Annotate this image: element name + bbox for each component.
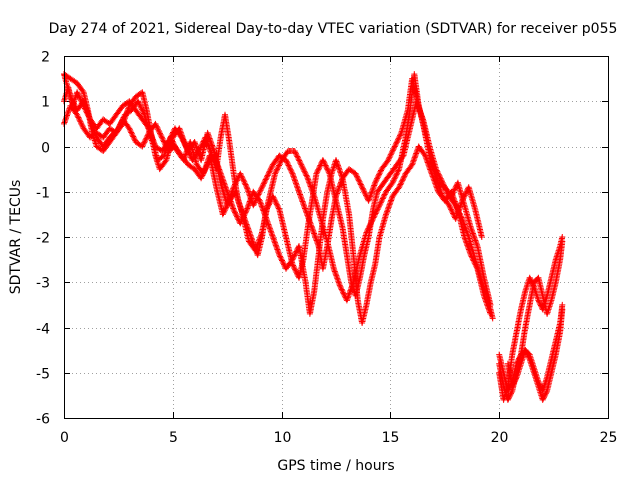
y-tick-label: -5 — [36, 367, 50, 383]
x-tick-label: 15 — [382, 430, 400, 446]
y-tick-label: 1 — [41, 95, 50, 111]
y-tick-label: -3 — [36, 276, 50, 292]
series-markers — [504, 301, 566, 394]
y-tick-label: 2 — [41, 50, 50, 66]
x-tick-label: 5 — [169, 430, 178, 446]
y-tick-label: -6 — [36, 412, 50, 428]
data-points — [61, 71, 566, 403]
y-tick-label: -4 — [36, 322, 50, 338]
chart-title: Day 274 of 2021, Sidereal Day-to-day VTE… — [49, 21, 618, 37]
y-tick-label: -2 — [36, 231, 50, 247]
y-axis-label: SDTVAR / TECUs — [8, 180, 24, 295]
series-trace-1 — [61, 71, 496, 322]
x-tick-label: 25 — [600, 430, 618, 446]
x-tick-label: 10 — [274, 430, 292, 446]
x-tick-label: 0 — [60, 430, 69, 446]
series-markers — [61, 71, 496, 322]
y-tick-label: -1 — [36, 186, 50, 202]
x-tick-label: 20 — [491, 430, 509, 446]
x-axis-label: GPS time / hours — [277, 458, 394, 474]
series-trace-8 — [504, 301, 566, 394]
y-tick-label: 0 — [41, 141, 50, 157]
plot-frame — [64, 56, 609, 419]
axis-ticks: 0 5 10 15 20 25 -6 -5 -4 -3 -2 -1 0 1 2 — [36, 50, 617, 447]
